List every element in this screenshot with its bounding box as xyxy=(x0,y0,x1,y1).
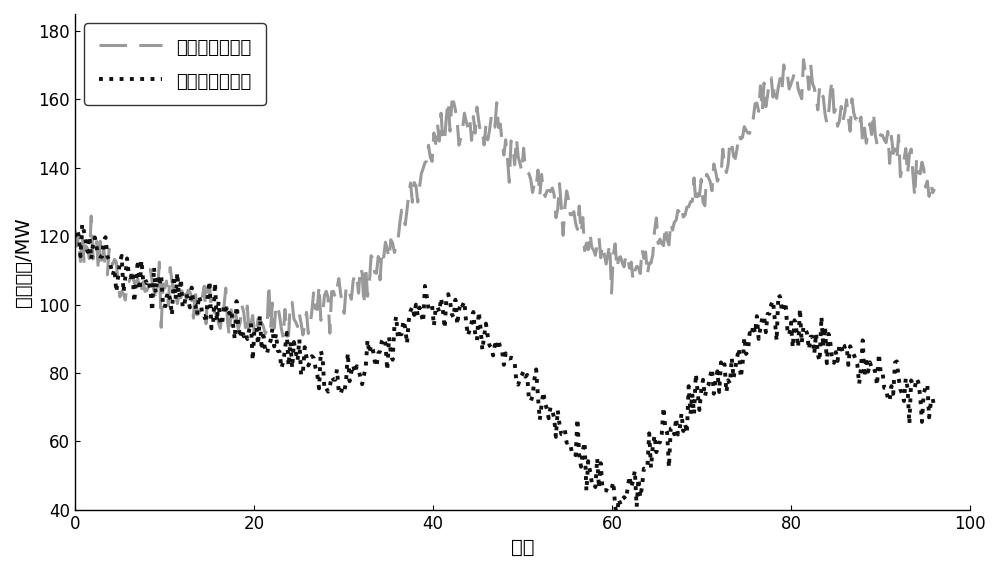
预测区间上下界 xyxy=(433,138,445,144)
Line: 允许区间上下界: 允许区间上下界 xyxy=(75,224,934,517)
允许区间上下界 xyxy=(69,234,81,240)
预测区间上下界 xyxy=(853,123,865,130)
允许区间上下界 xyxy=(928,405,940,412)
Line: 预测区间上下界: 预测区间上下界 xyxy=(75,59,934,337)
允许区间上下界 xyxy=(76,220,88,227)
预测区间上下界 xyxy=(69,227,81,234)
允许区间上下界 xyxy=(611,514,623,521)
允许区间上下界 xyxy=(593,485,605,492)
允许区间上下界 xyxy=(433,308,445,315)
预测区间上下界 xyxy=(798,56,810,63)
允许区间上下界 xyxy=(552,407,564,413)
允许区间上下界 xyxy=(853,380,865,387)
允许区间上下界 xyxy=(704,372,716,379)
X-axis label: 时刻: 时刻 xyxy=(511,538,534,557)
Legend: 预测区间上下界, 允许区间上下界: 预测区间上下界, 允许区间上下界 xyxy=(84,23,266,105)
预测区间上下界 xyxy=(277,334,289,341)
允许区间上下界 xyxy=(338,388,350,395)
预测区间上下界 xyxy=(702,174,714,181)
预测区间上下界 xyxy=(552,206,564,213)
预测区间上下界 xyxy=(928,186,940,192)
预测区间上下界 xyxy=(593,234,605,240)
Y-axis label: 风电功率/MW: 风电功率/MW xyxy=(14,217,33,307)
预测区间上下界 xyxy=(338,310,350,317)
